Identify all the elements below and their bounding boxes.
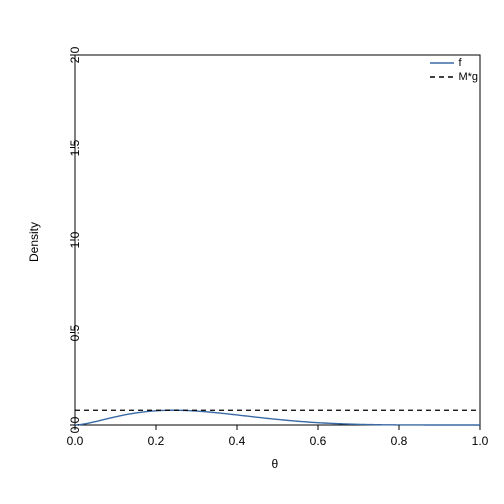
legend-item: M*g <box>430 70 478 84</box>
series-f <box>75 410 480 425</box>
legend-label: f <box>458 57 461 69</box>
plot-border <box>75 55 480 425</box>
legend-line-icon <box>430 56 454 70</box>
x-axis-label: θ <box>272 457 279 471</box>
series-group <box>75 410 480 425</box>
y-tick-label: 0.5 <box>59 318 91 348</box>
x-ticks <box>75 425 480 430</box>
y-tick-label: 0.0 <box>59 410 91 440</box>
y-tick-label: 1.0 <box>59 225 91 255</box>
x-tick-label: 0.8 <box>389 434 409 448</box>
x-tick-label: 1.0 <box>470 434 490 448</box>
legend: f M*g <box>430 56 478 84</box>
y-tick-label: 2.0 <box>59 40 91 70</box>
x-tick-label: 0.4 <box>227 434 247 448</box>
y-tick-label: 1.5 <box>59 133 91 163</box>
x-tick-label: 0.6 <box>308 434 328 448</box>
legend-line-icon <box>430 70 454 84</box>
x-tick-label: 0.2 <box>146 434 166 448</box>
legend-item: f <box>430 56 478 70</box>
y-axis-label: Density <box>27 222 41 262</box>
legend-label: M*g <box>458 71 478 83</box>
